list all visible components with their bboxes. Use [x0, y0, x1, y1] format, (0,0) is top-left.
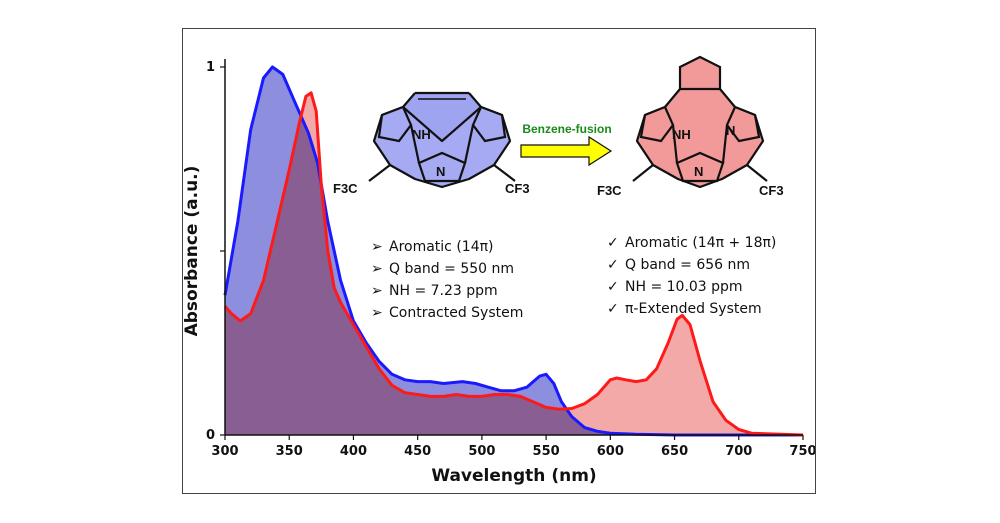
- x-tick-label: 400: [340, 444, 367, 459]
- contracted-porphyrin-structure: NH N F3C CF3: [333, 91, 530, 196]
- x-tick-label: 750: [789, 444, 815, 459]
- left-bullet-4: Contracted System: [389, 305, 523, 321]
- left-nh-label: NH: [412, 127, 431, 142]
- left-bullet-list: ➢ Aromatic (14π) ➢ Q band = 550 nm ➢ NH …: [371, 239, 523, 321]
- series-1-area: [225, 92, 803, 436]
- left-bullet-marker: ➢: [371, 283, 383, 299]
- benzene-fusion-arrow: Benzene-fusion: [520, 122, 613, 167]
- right-check-marker: ✓: [607, 257, 619, 273]
- x-tick-label: 500: [468, 444, 495, 459]
- x-axis-label: Wavelength (nm): [431, 466, 596, 486]
- series-0-line: [223, 65, 803, 437]
- right-check-marker: ✓: [607, 235, 619, 251]
- right-cf3-label: CF3: [759, 183, 784, 198]
- right-bullet-list: ✓ Aromatic (14π + 18π) ✓ Q band = 656 nm…: [607, 235, 776, 317]
- y-tick-label: 1: [206, 60, 215, 75]
- left-bullet-marker: ➢: [371, 239, 383, 255]
- left-bullet-1: Aromatic (14π): [389, 239, 494, 255]
- right-bullet-4: π-Extended System: [625, 301, 762, 317]
- right-nh-label: NH: [672, 127, 691, 142]
- x-tick-label: 700: [725, 444, 752, 459]
- right-check-marker: ✓: [607, 279, 619, 295]
- right-check-marker: ✓: [607, 301, 619, 317]
- left-bullet-marker: ➢: [371, 261, 383, 277]
- right-f3c-label: F3C: [597, 183, 622, 198]
- x-tick-label: 300: [211, 444, 238, 459]
- right-n-label: N: [694, 164, 703, 179]
- x-tick-label: 350: [276, 444, 303, 459]
- left-bullet-3: NH = 7.23 ppm: [389, 283, 498, 299]
- left-cf3-label: CF3: [505, 181, 530, 196]
- x-tick-label: 450: [404, 444, 431, 459]
- left-n-label: N: [436, 164, 445, 179]
- right-bullet-2: Q band = 656 nm: [625, 257, 750, 273]
- absorbance-chart: 300 350 400 450 500 550 600 650 700 750 0 1 Wavele…: [183, 55, 815, 486]
- y-axis-label: Absorbance (a.u.): [183, 166, 202, 337]
- right-n-top-label: N: [726, 123, 735, 138]
- left-bullet-2: Q band = 550 nm: [389, 261, 514, 277]
- y-tick-label: 0: [206, 428, 215, 443]
- arrow-label: Benzene-fusion: [522, 122, 611, 136]
- x-tick-label: 650: [661, 444, 688, 459]
- figure-frame: 300 350 400 450 500 550 600 650 700 750 0 1 Wavele…: [182, 28, 816, 494]
- series-1-line: [223, 91, 804, 437]
- x-tick-label: 550: [533, 444, 560, 459]
- left-f3c-label: F3C: [333, 181, 358, 196]
- left-bullet-marker: ➢: [371, 305, 383, 321]
- right-bullet-1: Aromatic (14π + 18π): [625, 235, 776, 251]
- benzene-fused-porphyrin-structure: NH N N F3C CF3: [597, 55, 784, 198]
- right-bullet-3: NH = 10.03 ppm: [625, 279, 743, 295]
- x-tick-label: 600: [597, 444, 624, 459]
